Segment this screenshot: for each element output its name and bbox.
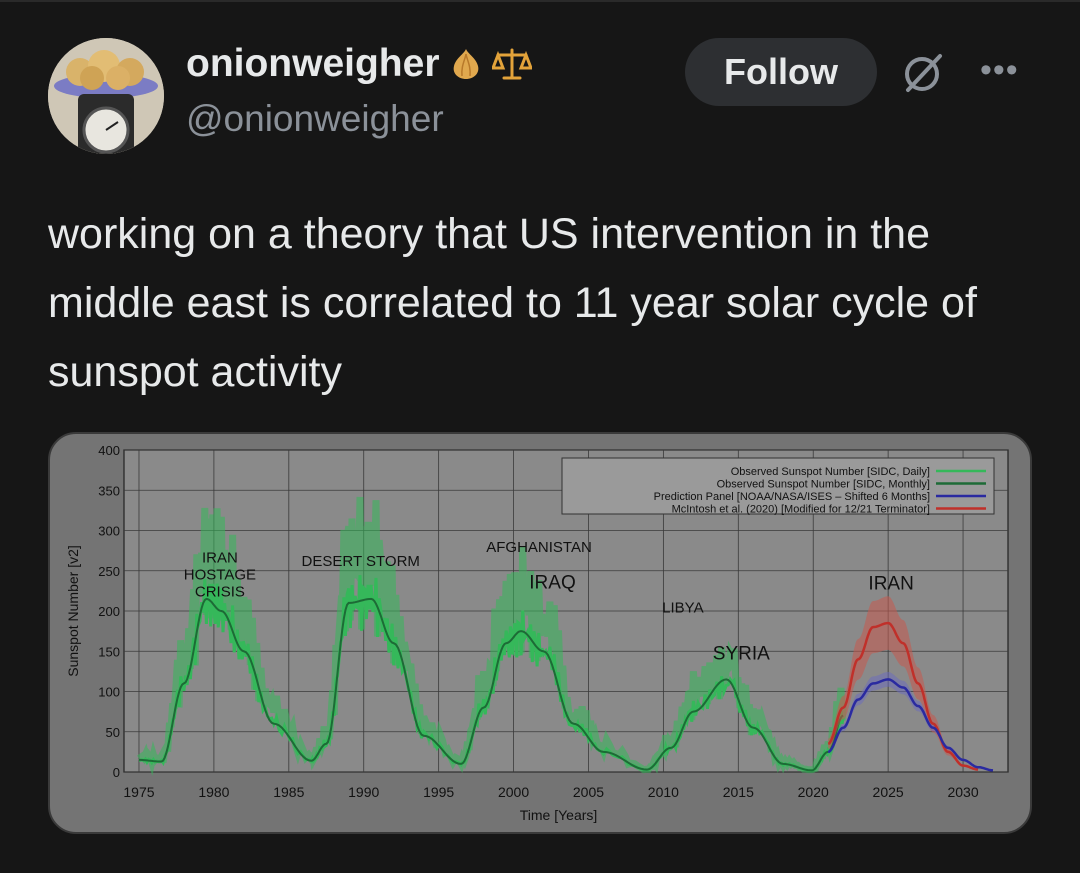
author-name[interactable]: onionweigher bbox=[186, 42, 440, 85]
annotation-label: HOSTAGE bbox=[184, 567, 256, 584]
y-tick-label: 100 bbox=[98, 685, 120, 700]
annotation-label: SYRIA bbox=[713, 643, 770, 664]
annotation-label: IRAN bbox=[202, 550, 238, 567]
x-tick-label: 2020 bbox=[798, 784, 829, 800]
noaa-prediction-line bbox=[827, 678, 994, 772]
x-tick-label: 1995 bbox=[423, 784, 454, 800]
y-axis-title: Sunspot Number [v2] bbox=[65, 545, 81, 677]
mcintosh-prediction-line bbox=[827, 621, 979, 771]
annotation-label: LIBYA bbox=[662, 600, 703, 617]
monthly-observed-series-line bbox=[139, 597, 844, 772]
x-tick-label: 1980 bbox=[198, 784, 229, 800]
tweet-text: working on a theory that US intervention… bbox=[48, 210, 977, 396]
follow-button[interactable]: Follow bbox=[685, 38, 877, 106]
x-tick-label: 2005 bbox=[573, 784, 604, 800]
annotation-label: DESERT STORM bbox=[302, 553, 420, 570]
annotation-label: CRISIS bbox=[195, 584, 245, 601]
annotation-label: IRAQ bbox=[529, 572, 575, 593]
legend-label: Prediction Panel [NOAA/NASA/ISES – Shift… bbox=[654, 491, 930, 503]
y-tick-label: 50 bbox=[106, 725, 120, 740]
avatar[interactable] bbox=[48, 38, 164, 154]
avatar-scale-illustration bbox=[48, 38, 164, 154]
y-tick-label: 150 bbox=[98, 644, 120, 659]
onion-icon bbox=[453, 49, 478, 79]
annotation-label: AFGHANISTAN bbox=[486, 539, 592, 556]
annotation-label: IRAN bbox=[868, 573, 913, 594]
x-tick-label: 2000 bbox=[498, 784, 529, 800]
legend-label: Observed Sunspot Number [SIDC, Monthly] bbox=[717, 479, 930, 491]
grok-icon[interactable] bbox=[898, 48, 948, 98]
y-tick-label: 300 bbox=[98, 524, 120, 539]
x-tick-label: 1990 bbox=[348, 784, 379, 800]
y-tick-label: 350 bbox=[98, 483, 120, 498]
daily-observed-series-line bbox=[137, 496, 847, 776]
tweet-media-chart[interactable]: 1975 1980 1985 1990 1995 2000 2005 2010 2015 2020… bbox=[48, 432, 1032, 834]
legend-label: Observed Sunspot Number [SIDC, Daily] bbox=[731, 466, 930, 478]
top-divider bbox=[0, 0, 1080, 2]
author-handle[interactable]: @onionweigher bbox=[186, 98, 444, 139]
more-icon[interactable]: ••• bbox=[980, 51, 1019, 89]
author-name-row[interactable]: onionweigher bbox=[186, 42, 532, 86]
noaa-prediction-band bbox=[828, 672, 993, 771]
x-axis-title: Time [Years] bbox=[520, 807, 598, 823]
y-tick-label: 400 bbox=[98, 443, 120, 458]
chart-legend bbox=[561, 457, 995, 515]
x-tick-label: 2015 bbox=[723, 784, 754, 800]
y-tick-label: 200 bbox=[98, 604, 120, 619]
scales-icon bbox=[491, 48, 532, 80]
x-tick-label: 1975 bbox=[123, 784, 154, 800]
y-tick-label: 250 bbox=[98, 564, 120, 579]
legend-label: McIntosh et al. (2020) [Modified for 12/… bbox=[672, 504, 930, 516]
x-tick-label: 2010 bbox=[648, 784, 679, 800]
x-tick-label: 1985 bbox=[273, 784, 304, 800]
y-tick-label: 0 bbox=[113, 765, 120, 780]
x-tick-label: 2025 bbox=[873, 784, 904, 800]
sunspot-chart: 1975 1980 1985 1990 1995 2000 2005 2010 2015 2020… bbox=[65, 443, 1009, 823]
x-tick-label: 2030 bbox=[947, 784, 978, 800]
